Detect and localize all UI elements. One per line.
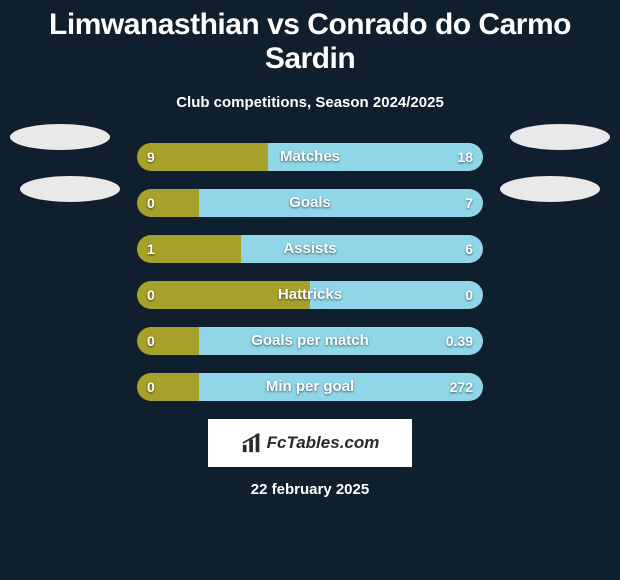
- stat-label: Min per goal: [137, 373, 483, 401]
- stat-value-right: 272: [450, 373, 473, 401]
- stat-value-right: 0.39: [446, 327, 473, 355]
- chart-icon: [241, 432, 263, 454]
- stat-label: Hattricks: [137, 281, 483, 309]
- stat-value-left: 0: [147, 327, 155, 355]
- stat-value-right: 6: [465, 235, 473, 263]
- comparison-card: Limwanasthian vs Conrado do Carmo Sardin…: [0, 0, 620, 580]
- stat-label: Matches: [137, 143, 483, 171]
- stat-label: Assists: [137, 235, 483, 263]
- brand-text: FcTables.com: [267, 433, 380, 453]
- brand-badge: FcTables.com: [208, 419, 412, 467]
- stat-value-left: 0: [147, 373, 155, 401]
- stat-row: Min per goal0 272: [0, 373, 620, 401]
- stat-value-left: 0: [147, 281, 155, 309]
- stat-row: Goals per match0 0.39: [0, 327, 620, 355]
- stat-value-right: 0: [465, 281, 473, 309]
- stat-value-right: 7: [465, 189, 473, 217]
- stat-row: Matches9 18: [0, 143, 620, 171]
- stat-value-left: 9: [147, 143, 155, 171]
- page-title: Limwanasthian vs Conrado do Carmo Sardin: [0, 0, 620, 76]
- stat-row: Assists1 6: [0, 235, 620, 263]
- subtitle: Club competitions, Season 2024/2025: [0, 94, 620, 111]
- date-label: 22 february 2025: [0, 481, 620, 498]
- stat-label: Goals: [137, 189, 483, 217]
- stat-row: Goals0 7: [0, 189, 620, 217]
- stat-row: Hattricks0 0: [0, 281, 620, 309]
- stat-value-left: 0: [147, 189, 155, 217]
- stat-value-left: 1: [147, 235, 155, 263]
- stat-value-right: 18: [457, 143, 473, 171]
- stat-label: Goals per match: [137, 327, 483, 355]
